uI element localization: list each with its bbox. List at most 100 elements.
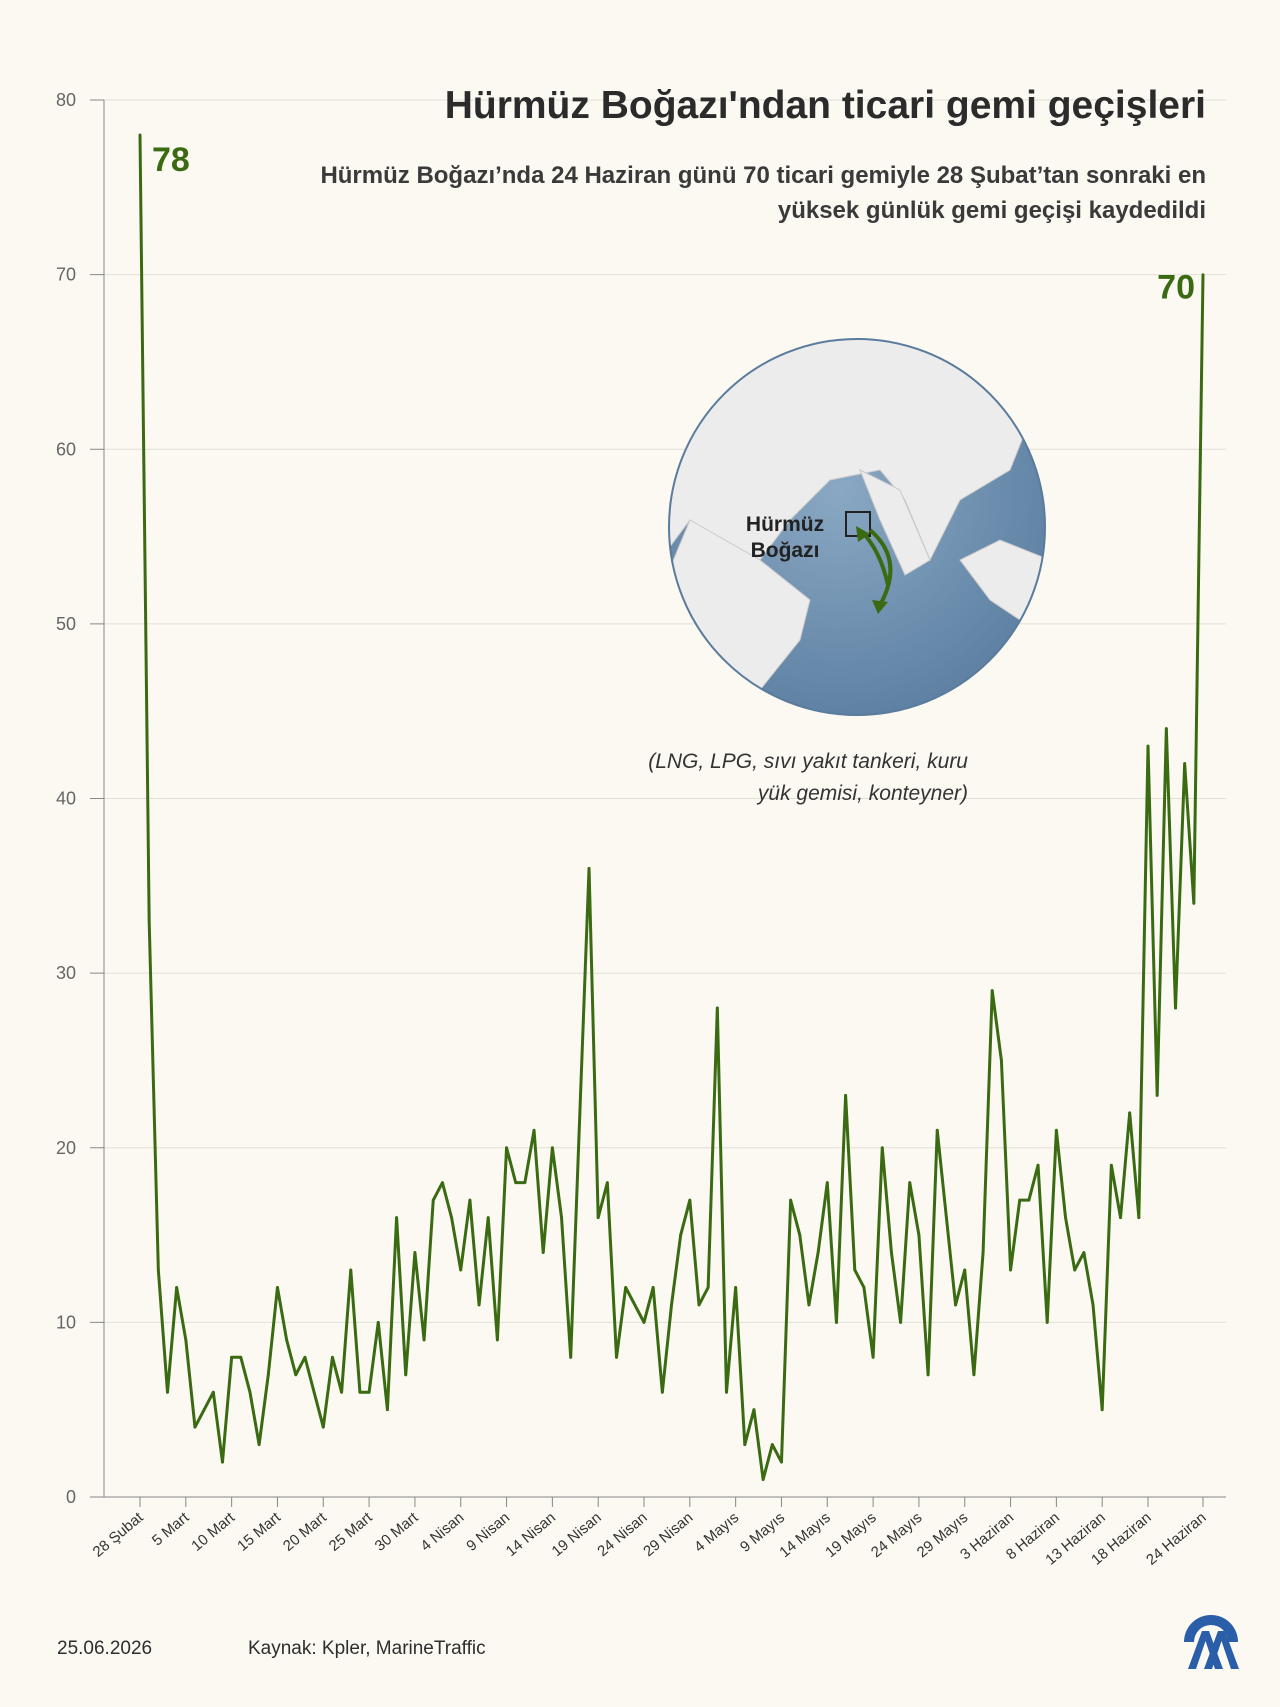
x-tick-label: 28 Şubat [90, 1509, 148, 1561]
data-point [999, 1059, 1003, 1062]
x-tick-label: 24 Nisan [594, 1509, 650, 1560]
data-point [688, 1198, 692, 1202]
data-point [1027, 1198, 1031, 1202]
data-point [147, 919, 151, 923]
data-point [816, 1251, 820, 1254]
data-point [358, 1390, 362, 1394]
data-point [422, 1338, 426, 1342]
x-tick-label: 10 Mart [188, 1509, 239, 1555]
data-point [963, 1268, 967, 1272]
data-point [211, 1390, 215, 1394]
data-point [1174, 1006, 1177, 1010]
data-point [660, 1390, 664, 1394]
data-point [679, 1233, 683, 1237]
x-tick-label: 24 Haziran [1143, 1509, 1210, 1569]
data-point [715, 1006, 719, 1010]
data-point [578, 1111, 582, 1115]
y-tick-label: 30 [56, 963, 76, 983]
chart-subtitle: Hürmüz Boğazı’nda 24 Haziran günü 70 tic… [320, 162, 1206, 224]
data-point [642, 1320, 646, 1324]
value-annotation: 78 [152, 141, 190, 179]
data-point [1164, 727, 1168, 731]
data-point [523, 1181, 527, 1185]
data-points [138, 133, 1205, 1481]
data-point [560, 1216, 563, 1219]
data-point [935, 1128, 939, 1132]
source-text: Kaynak: Kpler, MarineTraffic [248, 1638, 486, 1659]
data-point [1146, 744, 1150, 748]
data-point [266, 1373, 270, 1377]
data-point [844, 1093, 848, 1097]
data-point [761, 1478, 765, 1481]
data-point [486, 1216, 490, 1219]
data-point [349, 1268, 353, 1272]
data-point [1091, 1303, 1095, 1307]
data-point [331, 1355, 334, 1359]
data-point [899, 1320, 902, 1324]
data-point [624, 1286, 628, 1289]
ship-types-note: (LNG, LPG, sıvı yakıt tankeri, kuru yük … [648, 750, 968, 805]
data-point [404, 1373, 408, 1377]
data-point [175, 1286, 179, 1289]
chart-title: Hürmüz Boğazı'ndan ticari gemi geçişleri [444, 84, 1206, 127]
data-point [257, 1443, 261, 1447]
data-point [981, 1251, 985, 1254]
data-point [633, 1303, 637, 1307]
y-tick-label: 20 [56, 1138, 76, 1158]
data-point [917, 1233, 921, 1237]
x-tick-label: 29 Nisan [640, 1509, 696, 1560]
data-point [596, 1216, 600, 1219]
x-tick-label: 20 Mart [280, 1509, 331, 1555]
data-point [431, 1198, 435, 1202]
x-tick-label: 25 Mart [326, 1509, 377, 1555]
data-point [413, 1251, 417, 1254]
data-point [550, 1146, 554, 1150]
end-labels: 78 70 [152, 141, 1195, 307]
data-point [321, 1425, 325, 1429]
data-point [1054, 1128, 1058, 1132]
publish-date: 25.06.2026 [57, 1638, 153, 1659]
data-point [1128, 1111, 1132, 1115]
x-tick-label: 15 Mart [234, 1509, 285, 1555]
y-axis: 0 10 20 30 40 50 60 70 80 [56, 90, 105, 1507]
data-point [1201, 273, 1205, 277]
agency-logo [1184, 1615, 1239, 1669]
gridlines [100, 99, 1226, 1323]
y-tick-label: 10 [56, 1312, 76, 1332]
data-point [862, 1286, 866, 1289]
data-point [1155, 1093, 1159, 1097]
data-point [367, 1390, 371, 1394]
data-point [303, 1355, 307, 1359]
data-point [184, 1338, 188, 1342]
data-point [1073, 1268, 1077, 1272]
data-point [441, 1181, 444, 1185]
data-point [798, 1233, 802, 1237]
data-point [230, 1355, 234, 1359]
route-arrow-out [868, 528, 893, 606]
data-point [202, 1408, 206, 1412]
data-point [1018, 1198, 1022, 1202]
data-point [853, 1268, 857, 1272]
data-point [477, 1303, 481, 1307]
y-tick-label: 0 [66, 1487, 76, 1507]
data-point [945, 1216, 948, 1219]
data-point [450, 1216, 453, 1219]
data-point [908, 1181, 912, 1185]
data-point [670, 1303, 673, 1307]
data-point [340, 1390, 344, 1394]
data-point [1064, 1216, 1067, 1219]
data-point [605, 1181, 609, 1185]
y-tick-label: 60 [56, 439, 76, 459]
x-tick-label: 19 Nisan [548, 1509, 604, 1560]
data-point [312, 1390, 316, 1394]
data-point [166, 1390, 169, 1394]
data-point [285, 1338, 289, 1342]
data-point [248, 1390, 252, 1394]
data-point [138, 133, 142, 137]
data-point [789, 1198, 793, 1202]
data-point [1082, 1251, 1086, 1254]
x-tick-label: 14 Nisan [503, 1509, 559, 1560]
x-tick-label: 30 Mart [372, 1509, 423, 1555]
